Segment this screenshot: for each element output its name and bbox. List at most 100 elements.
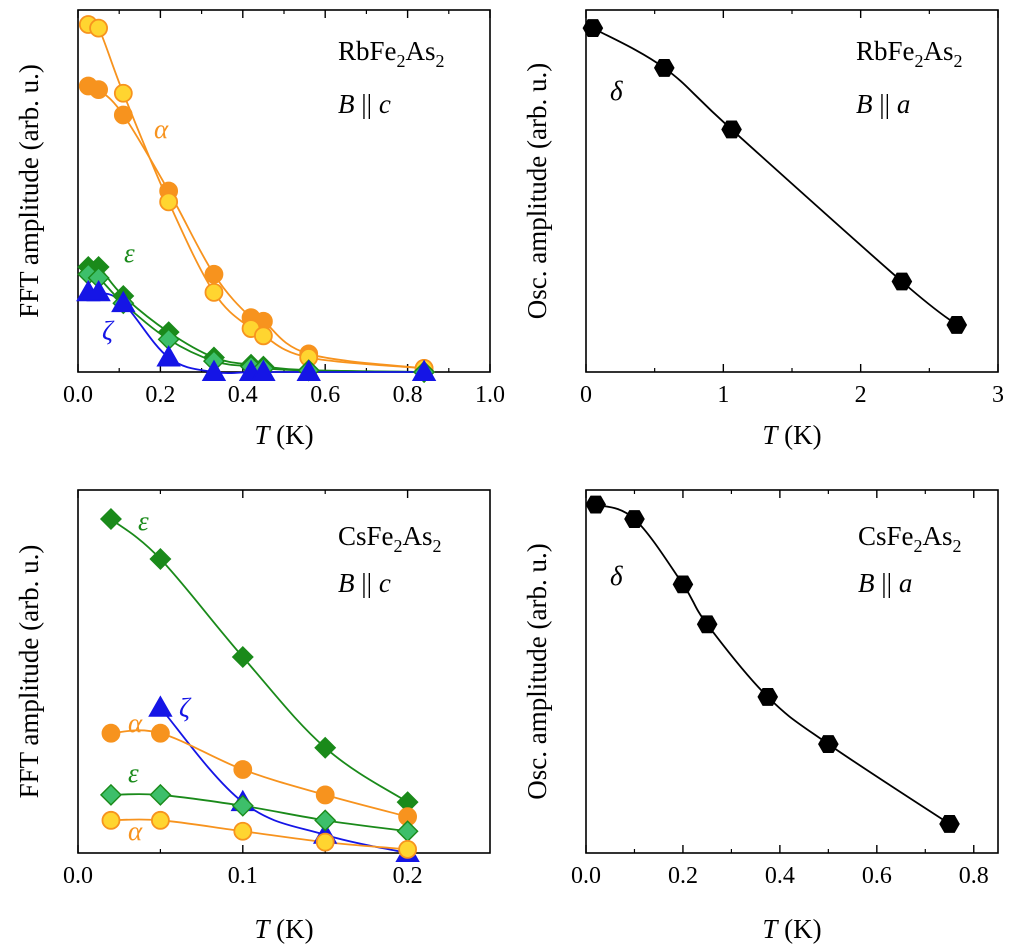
data-point: [86, 279, 111, 302]
data-point: [101, 810, 121, 830]
x-axis-var: T: [254, 420, 271, 450]
data-point: [159, 192, 179, 212]
x-axis-var: T: [762, 420, 779, 450]
material-label: CsFe2As2: [858, 521, 962, 556]
field-axis: c: [379, 89, 391, 119]
x-axis-unit: (K): [777, 420, 821, 450]
data-point: [721, 120, 742, 139]
p1-panel: 0.0 0.2 0.4 0.6 0.8 1.0 T (K) FFT amplitude (ar…: [14, 9, 505, 450]
material-sub2: 2: [436, 51, 445, 71]
x-tick-label: 1: [717, 382, 729, 408]
data-point: [156, 345, 181, 367]
data-point: [585, 495, 606, 514]
y-axis-label: FFT amplitude (arb. u.): [14, 64, 44, 318]
data-point: [111, 290, 136, 313]
x-tick-label: 0.6: [862, 863, 892, 889]
x-axis-label: T (K): [254, 914, 313, 944]
plot-frame: [77, 489, 491, 854]
material-mid: As: [406, 36, 436, 66]
data-point: [818, 735, 839, 754]
field-var: B: [338, 89, 355, 119]
field-axis: a: [899, 568, 913, 598]
material-mid: As: [403, 521, 433, 551]
data-point: [314, 736, 337, 759]
p3-panel: 0.0 0.1 0.2 T (K) FFT amplitude (arb. u.) CsF…: [14, 489, 491, 944]
x-axis-var: T: [762, 914, 779, 944]
field-label: B || a: [856, 89, 910, 119]
data-point: [582, 19, 604, 38]
material-label: RbFe2As2: [856, 36, 963, 71]
data-point: [204, 282, 224, 302]
data-point: [891, 272, 913, 291]
material-pre: CsFe: [338, 521, 394, 551]
series-label: α: [128, 816, 143, 846]
data-point: [89, 18, 108, 38]
data-point: [113, 83, 133, 103]
y-axis-label: Osc. amplitude (arb. u.): [522, 63, 552, 319]
data-point: [233, 821, 253, 841]
x-axis-unit: (K): [269, 420, 313, 450]
x-axis-label: T (K): [762, 420, 821, 450]
data-point: [101, 723, 121, 743]
x-tick-label: 1.0: [475, 382, 505, 408]
field-label: B || a: [858, 568, 912, 598]
field-rel: ||: [355, 89, 379, 119]
material-sub1: 2: [397, 51, 406, 71]
x-tick-label: 0.2: [668, 863, 698, 889]
data-point: [253, 326, 273, 346]
data-point: [296, 359, 321, 381]
data-point: [314, 809, 337, 832]
x-tick-label: 0.1: [228, 863, 258, 889]
x-axis-unit: (K): [269, 914, 313, 944]
data-point: [231, 645, 254, 668]
data-point: [89, 80, 108, 100]
data-point: [231, 794, 254, 817]
series-label: α: [128, 708, 143, 738]
field-rel: ||: [355, 568, 379, 598]
data-point: [201, 359, 227, 381]
material-sub2: 2: [433, 536, 442, 556]
series-curve: [592, 27, 958, 326]
y-axis-label: FFT amplitude (arb. u.): [14, 545, 44, 799]
series-curve: [595, 503, 951, 825]
material-pre: RbFe: [856, 36, 915, 66]
x-tick-label: 0.0: [571, 863, 601, 889]
data-point: [315, 832, 335, 852]
series-label: ζ: [102, 316, 115, 346]
x-tick-label: 0.2: [393, 863, 423, 889]
x-tick-label: 0.4: [765, 863, 795, 889]
x-tick-label: 2: [855, 382, 867, 408]
data-point: [204, 264, 224, 284]
series-label: ε: [128, 758, 139, 788]
x-axis-label: T (K): [762, 914, 821, 944]
x-tick-label: 0.8: [959, 863, 989, 889]
data-point: [946, 316, 968, 334]
data-point: [696, 615, 718, 634]
material-sub1: 2: [915, 51, 924, 71]
data-point: [624, 510, 645, 528]
data-point: [150, 810, 170, 830]
x-axis-label: T (K): [254, 420, 313, 450]
data-point: [251, 359, 276, 381]
material-sub2: 2: [954, 51, 963, 71]
series-label: δ: [610, 76, 623, 106]
series-label: α: [154, 114, 169, 144]
x-axis-unit: (K): [777, 914, 821, 944]
data-point: [149, 547, 172, 570]
x-tick-label: 0: [580, 382, 592, 408]
material-label: CsFe2As2: [338, 521, 442, 556]
data-point: [149, 783, 172, 806]
field-var: B: [858, 568, 875, 598]
x-tick-label: 3: [992, 382, 1004, 408]
material-sub2: 2: [953, 536, 962, 556]
material-mid: As: [923, 521, 953, 551]
plot-frame: [585, 489, 999, 854]
data-point: [653, 58, 675, 77]
series-label: ζ: [179, 693, 192, 723]
field-var: B: [338, 568, 355, 598]
field-axis: a: [897, 89, 911, 119]
x-tick-label: 0.2: [145, 382, 175, 408]
material-mid: As: [924, 36, 954, 66]
series-curve: [110, 729, 408, 818]
